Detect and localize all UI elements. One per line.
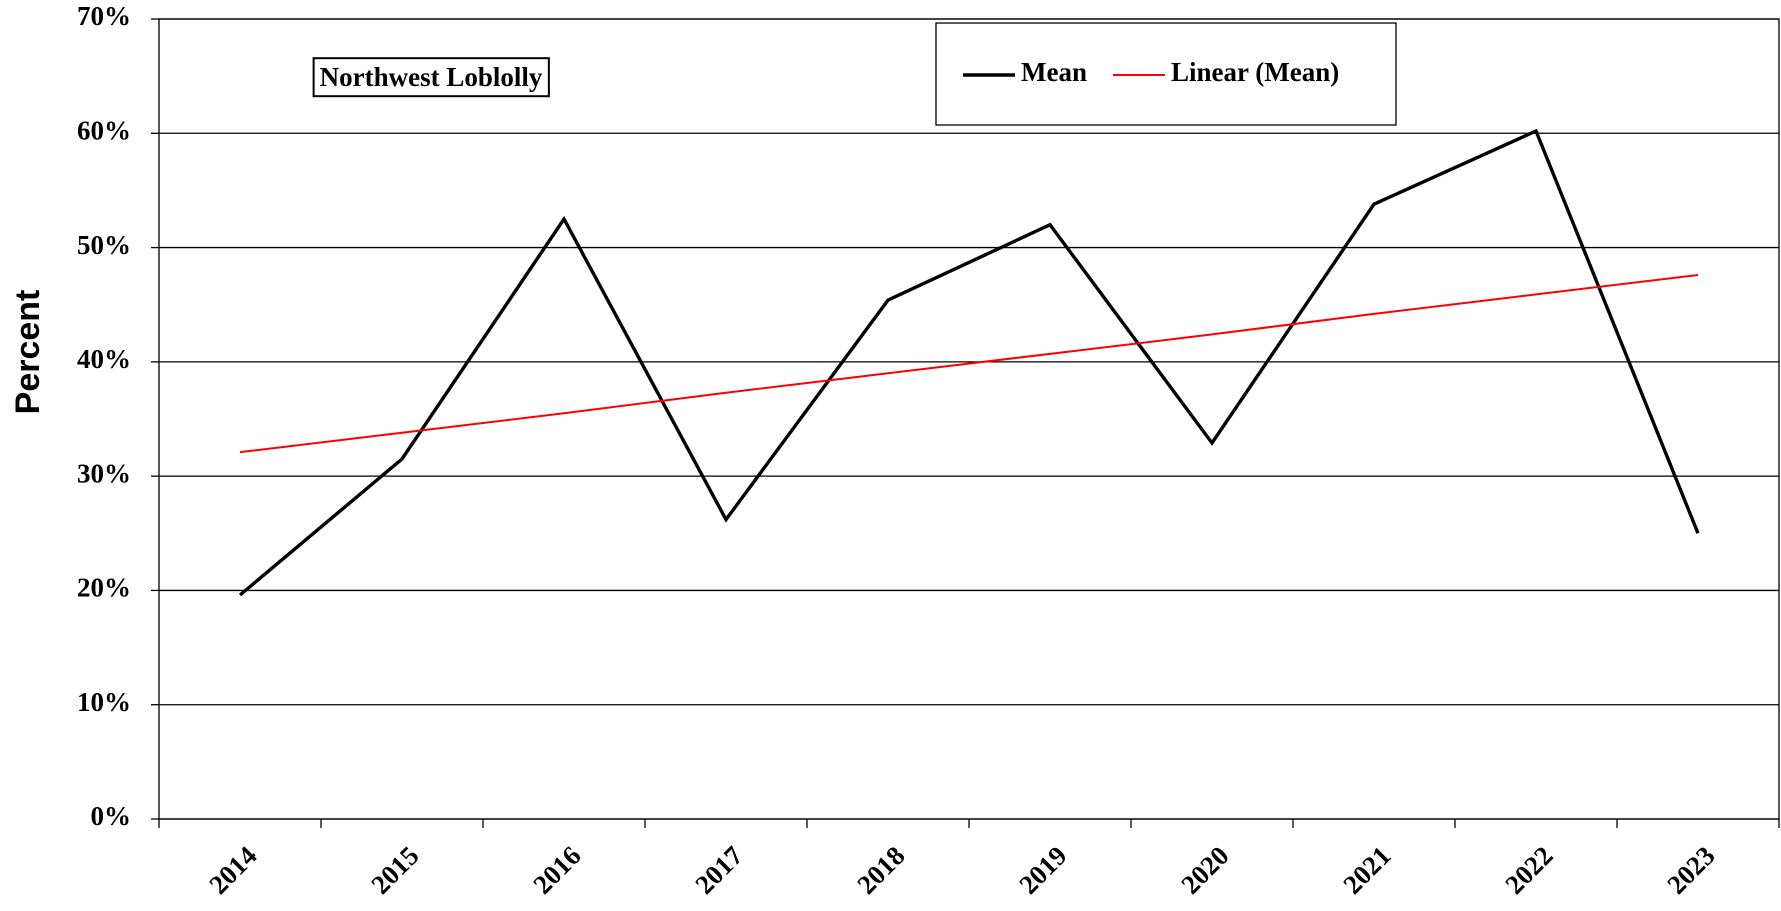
y-tick-label: 20% bbox=[77, 573, 131, 603]
series-line bbox=[238, 128, 1700, 597]
y-tick-label: 50% bbox=[77, 230, 131, 260]
y-tick-label: 70% bbox=[77, 1, 131, 31]
chart-title: Northwest Loblolly bbox=[320, 62, 543, 92]
x-tick-label: 2021 bbox=[1337, 840, 1396, 899]
y-axis-title: Percent bbox=[9, 290, 47, 415]
y-tick-label: 30% bbox=[77, 458, 131, 488]
legend-label: Linear (Mean) bbox=[1171, 57, 1339, 87]
y-tick-label: 0% bbox=[91, 801, 132, 831]
y-tick-label: 60% bbox=[77, 115, 131, 145]
x-tick-label: 2022 bbox=[1499, 840, 1558, 899]
y-tick-label: 10% bbox=[77, 687, 131, 717]
legend-label: Mean bbox=[1021, 57, 1087, 87]
x-tick-label: 2020 bbox=[1175, 840, 1234, 899]
x-tick-label: 2014 bbox=[203, 840, 262, 899]
x-tick-label: 2019 bbox=[1013, 840, 1072, 899]
series-line bbox=[239, 274, 1699, 454]
x-tick-label: 2023 bbox=[1661, 840, 1720, 899]
y-tick-label: 40% bbox=[77, 344, 131, 374]
plot-border bbox=[158, 18, 1780, 820]
x-tick-label: 2018 bbox=[851, 840, 910, 899]
x-tick-label: 2016 bbox=[527, 840, 586, 899]
x-tick-label: 2015 bbox=[365, 840, 424, 899]
title-box bbox=[312, 57, 550, 98]
x-tick-label: 2017 bbox=[689, 840, 748, 899]
